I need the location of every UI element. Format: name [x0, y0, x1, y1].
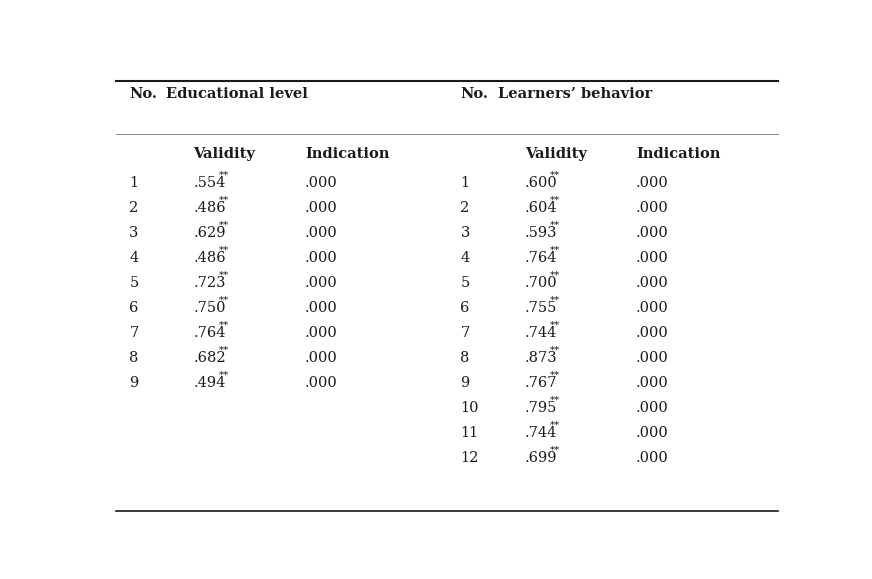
Text: .000: .000 [636, 276, 669, 290]
Text: .744: .744 [525, 326, 557, 340]
Text: **: ** [550, 171, 561, 179]
Text: No.: No. [460, 87, 488, 101]
Text: **: ** [219, 270, 229, 280]
Text: **: ** [550, 196, 561, 204]
Text: 7: 7 [129, 326, 139, 340]
Text: **: ** [550, 371, 561, 379]
Text: Indication: Indication [636, 147, 720, 161]
Text: **: ** [550, 245, 561, 255]
Text: .795: .795 [525, 401, 557, 415]
Text: 3: 3 [460, 226, 470, 240]
Text: .767: .767 [525, 376, 557, 390]
Text: **: ** [219, 320, 229, 329]
Text: **: ** [219, 245, 229, 255]
Text: **: ** [219, 371, 229, 379]
Text: .486: .486 [194, 251, 226, 265]
Text: Validity: Validity [194, 147, 255, 161]
Text: 2: 2 [129, 201, 139, 215]
Text: .000: .000 [305, 226, 337, 240]
Text: 11: 11 [460, 426, 479, 440]
Text: .750: .750 [194, 301, 226, 315]
Text: .000: .000 [636, 176, 669, 190]
Text: 12: 12 [460, 451, 479, 465]
Text: **: ** [550, 270, 561, 280]
Text: .000: .000 [636, 451, 669, 465]
Text: .629: .629 [194, 226, 226, 240]
Text: 1: 1 [129, 176, 139, 190]
Text: .744: .744 [525, 426, 557, 440]
Text: 8: 8 [460, 351, 470, 365]
Text: .000: .000 [305, 301, 337, 315]
Text: .723: .723 [194, 276, 226, 290]
Text: No.: No. [129, 87, 157, 101]
Text: .000: .000 [636, 376, 669, 390]
Text: 8: 8 [129, 351, 139, 365]
Text: 10: 10 [460, 401, 479, 415]
Text: .600: .600 [525, 176, 557, 190]
Text: .755: .755 [525, 301, 557, 315]
Text: .700: .700 [525, 276, 557, 290]
Text: 4: 4 [460, 251, 470, 265]
Text: .593: .593 [525, 226, 557, 240]
Text: **: ** [550, 295, 561, 305]
Text: .486: .486 [194, 201, 226, 215]
Text: 3: 3 [129, 226, 139, 240]
Text: 5: 5 [460, 276, 470, 290]
Text: .000: .000 [305, 376, 337, 390]
Text: **: ** [219, 346, 229, 354]
Text: **: ** [550, 221, 561, 230]
Text: .000: .000 [305, 176, 337, 190]
Text: 1: 1 [460, 176, 469, 190]
Text: 2: 2 [460, 201, 470, 215]
Text: Educational level: Educational level [167, 87, 309, 101]
Text: **: ** [550, 395, 561, 404]
Text: Indication: Indication [305, 147, 390, 161]
Text: .682: .682 [194, 351, 226, 365]
Text: .000: .000 [636, 226, 669, 240]
Text: 9: 9 [460, 376, 470, 390]
Text: **: ** [219, 171, 229, 179]
Text: .000: .000 [636, 301, 669, 315]
Text: .000: .000 [636, 326, 669, 340]
Text: **: ** [550, 445, 561, 455]
Text: .000: .000 [305, 201, 337, 215]
Text: .604: .604 [525, 201, 557, 215]
Text: **: ** [550, 420, 561, 429]
Text: **: ** [219, 221, 229, 230]
Text: 6: 6 [129, 301, 139, 315]
Text: .000: .000 [305, 251, 337, 265]
Text: .554: .554 [194, 176, 226, 190]
Text: .000: .000 [305, 351, 337, 365]
Text: .494: .494 [194, 376, 226, 390]
Text: .873: .873 [525, 351, 557, 365]
Text: 9: 9 [129, 376, 139, 390]
Text: 6: 6 [460, 301, 470, 315]
Text: 4: 4 [129, 251, 139, 265]
Text: .764: .764 [194, 326, 226, 340]
Text: **: ** [219, 295, 229, 305]
Text: .000: .000 [636, 201, 669, 215]
Text: .000: .000 [305, 326, 337, 340]
Text: Validity: Validity [525, 147, 587, 161]
Text: 7: 7 [460, 326, 470, 340]
Text: Learners’ behavior: Learners’ behavior [498, 87, 652, 101]
Text: **: ** [550, 346, 561, 354]
Text: .699: .699 [525, 451, 557, 465]
Text: .000: .000 [636, 426, 669, 440]
Text: .000: .000 [636, 251, 669, 265]
Text: 5: 5 [129, 276, 139, 290]
Text: .000: .000 [636, 401, 669, 415]
Text: **: ** [550, 320, 561, 329]
Text: **: ** [219, 196, 229, 204]
Text: .000: .000 [636, 351, 669, 365]
Text: .000: .000 [305, 276, 337, 290]
Text: .764: .764 [525, 251, 557, 265]
